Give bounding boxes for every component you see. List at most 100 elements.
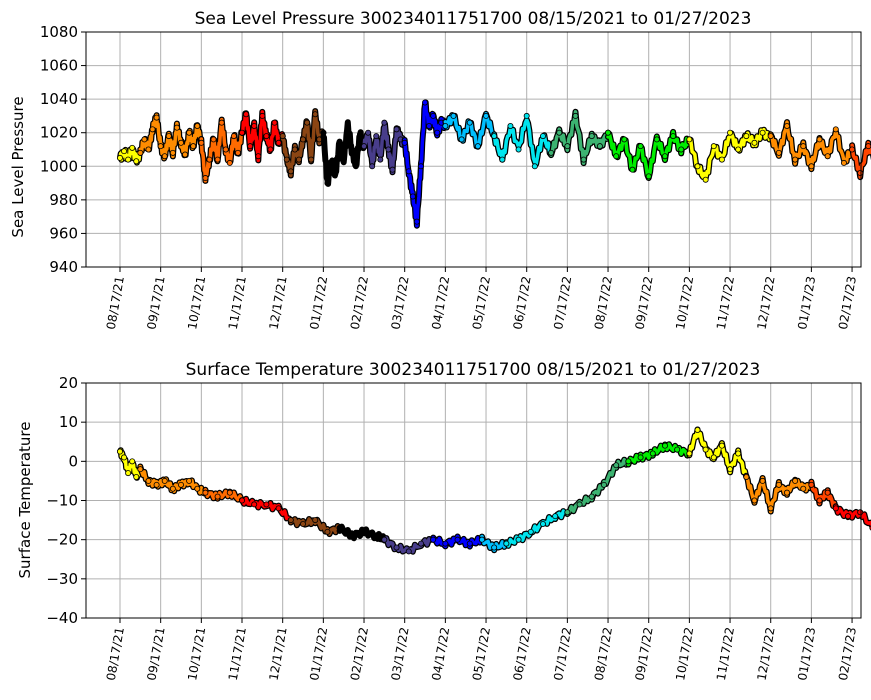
surface-temperature-panel: Surface Temperature 300234011751700 08/1…: [16, 360, 871, 682]
data-point: [348, 532, 355, 539]
data-point: [243, 111, 250, 118]
series-line: [138, 113, 204, 161]
data-point: [275, 505, 282, 512]
data-point: [385, 146, 392, 153]
x-tick-label: 06/17/22: [511, 626, 534, 682]
data-point: [718, 156, 725, 163]
x-tick-label: 11/17/21: [226, 275, 249, 331]
x-tick-label: 02/17/22: [348, 275, 371, 331]
data-point: [373, 133, 380, 140]
data-point: [133, 158, 140, 165]
data-point: [194, 123, 201, 130]
data-point: [661, 153, 668, 160]
data-point: [483, 112, 490, 119]
x-tick-label: 09/17/22: [633, 275, 656, 331]
data-point: [206, 156, 213, 163]
x-tick-label: 08/17/21: [104, 626, 127, 682]
data-point: [194, 485, 201, 492]
data-point: [556, 129, 563, 136]
data-point: [178, 139, 185, 146]
data-point: [686, 136, 693, 143]
data-point: [743, 473, 750, 480]
y-tick-label: 1060: [40, 57, 78, 75]
data-point: [117, 448, 124, 455]
data-point: [186, 477, 193, 484]
data-point: [775, 149, 782, 156]
y-ticks: 940 960 980 1000 1020 1040 1060 1080: [40, 23, 86, 276]
x-tick-label: 12/17/21: [266, 626, 289, 682]
data-point: [824, 489, 831, 496]
data-point: [527, 528, 534, 535]
data-point: [442, 123, 449, 130]
data-point: [267, 146, 274, 153]
x-tick-label: 12/17/22: [755, 626, 778, 682]
data-point: [694, 426, 701, 433]
y-ticks: −40 −30 −20 −10 0 10 20: [46, 374, 86, 627]
data-point: [251, 501, 258, 508]
series-line: [289, 517, 342, 536]
data-point: [121, 454, 128, 461]
data-point: [218, 119, 225, 126]
x-tick-label: 10/17/22: [673, 275, 696, 331]
data-point: [271, 119, 278, 126]
data-point: [226, 489, 233, 496]
data-point: [263, 133, 270, 140]
data-point: [356, 131, 363, 138]
x-ticks: 08/17/21 09/17/21 10/17/21 11/17/21 12/17/21…: [104, 618, 859, 682]
data-point: [564, 509, 571, 516]
data-point: [173, 124, 180, 131]
x-tick-label: 10/17/21: [185, 275, 208, 331]
data-point: [137, 466, 144, 473]
data-point: [328, 159, 335, 166]
data-point: [137, 149, 144, 156]
data-point: [153, 481, 160, 488]
x-ticks: 08/17/21 09/17/21 10/17/21 11/17/21 12/17/21…: [104, 267, 859, 331]
data-point: [393, 544, 400, 551]
data-point: [409, 193, 416, 200]
data-point: [352, 163, 359, 170]
data-point: [381, 119, 388, 126]
data-point: [348, 146, 355, 153]
data-point: [312, 517, 319, 524]
data-point: [210, 136, 217, 143]
data-point: [552, 513, 559, 520]
data-point: [287, 517, 294, 524]
data-point: [324, 528, 331, 535]
x-tick-label: 07/17/22: [551, 626, 574, 682]
data-point: [133, 473, 140, 480]
data-point: [808, 481, 815, 488]
data-point: [202, 489, 209, 496]
data-point: [161, 477, 168, 484]
x-tick-label: 11/17/22: [714, 626, 737, 682]
data-point: [466, 540, 473, 547]
data-point: [588, 493, 595, 500]
x-tick-label: 04/17/22: [429, 275, 452, 331]
data-point: [198, 139, 205, 146]
data-point: [222, 146, 229, 153]
series-line: [744, 473, 814, 514]
data-point: [251, 123, 258, 130]
x-tick-label: 02/17/23: [836, 275, 859, 331]
data-point: [291, 146, 298, 153]
data-point: [169, 485, 176, 492]
data-point: [637, 143, 644, 150]
data-point: [775, 481, 782, 488]
data-point: [686, 450, 693, 457]
data-point: [832, 126, 839, 133]
data-point: [824, 153, 831, 160]
data-point: [332, 169, 339, 176]
data-point: [759, 477, 766, 484]
x-tick-label: 09/17/21: [144, 275, 167, 331]
data-point: [600, 481, 607, 488]
data-point: [702, 176, 709, 183]
data-point: [129, 458, 136, 465]
x-tick-label: 11/17/22: [714, 275, 737, 331]
data-point: [792, 477, 799, 484]
data-point: [336, 139, 343, 146]
data-point: [507, 123, 514, 130]
data-point: [300, 136, 307, 143]
data-point: [430, 112, 437, 119]
series-line: [203, 488, 244, 503]
data-point: [702, 446, 709, 453]
data-point: [434, 129, 441, 136]
